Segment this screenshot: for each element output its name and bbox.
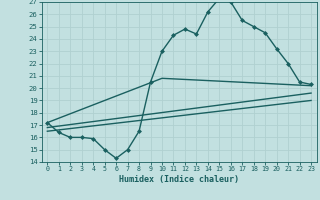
X-axis label: Humidex (Indice chaleur): Humidex (Indice chaleur) [119, 175, 239, 184]
